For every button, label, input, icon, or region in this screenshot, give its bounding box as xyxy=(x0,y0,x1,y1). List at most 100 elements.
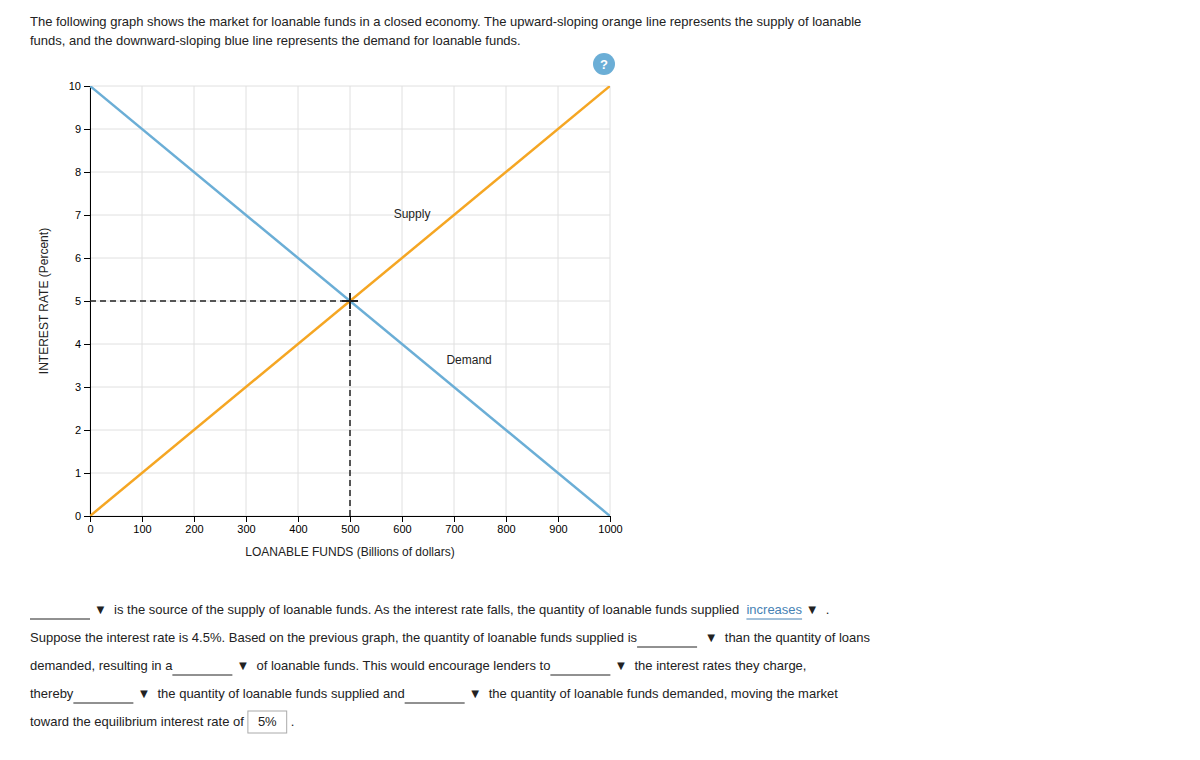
tick: 8 xyxy=(75,166,90,178)
chart: The following graph shows the market for… xyxy=(0,0,1200,760)
x-axis: 0 100 200 300 400 500 600 700 800 900 1000 xyxy=(87,516,622,535)
tick: 100 xyxy=(133,516,151,535)
help-label: ? xyxy=(600,57,608,72)
tick-mark xyxy=(84,258,90,259)
answer-box xyxy=(248,711,287,733)
tick-label: 4 xyxy=(75,338,81,350)
tick-mark xyxy=(298,516,299,522)
tick: 900 xyxy=(549,516,567,535)
tick-label: 8 xyxy=(75,166,81,178)
question-text: thereby xyxy=(30,686,74,701)
tick-label: 800 xyxy=(497,523,515,535)
x-axis-title: LOANABLE FUNDS (Billions of dollars) xyxy=(245,545,454,559)
tick: 10 xyxy=(69,80,90,92)
tick: 9 xyxy=(75,123,90,135)
tick: 4 xyxy=(75,338,90,350)
blank xyxy=(30,619,90,620)
series-labels: Supply Demand xyxy=(394,207,492,367)
question-text: ▼ the interest rates they charge, xyxy=(614,658,806,673)
tick-label: 5 xyxy=(75,295,81,307)
answer: increases xyxy=(746,602,802,617)
tick-mark xyxy=(558,516,559,522)
grid-line xyxy=(90,129,610,130)
tick-label: 0 xyxy=(75,510,81,522)
tick-label: 1 xyxy=(75,467,81,479)
grid-line xyxy=(90,172,610,173)
grid-line xyxy=(90,387,610,388)
blank xyxy=(637,647,697,648)
tick-mark xyxy=(84,387,90,388)
tick-label: 200 xyxy=(185,523,203,535)
tick-mark xyxy=(506,516,507,522)
tick: 300 xyxy=(237,516,255,535)
tick: 5 xyxy=(75,295,90,307)
tick-mark xyxy=(610,516,611,522)
tick: 1 xyxy=(75,467,90,479)
series-line xyxy=(90,86,610,516)
tick-label: 500 xyxy=(341,523,359,535)
tick-mark xyxy=(84,86,90,87)
tick-mark xyxy=(84,172,90,173)
tick-label: 100 xyxy=(133,523,151,535)
tick-label: 6 xyxy=(75,252,81,264)
series-line xyxy=(90,86,610,516)
tick: 600 xyxy=(393,516,411,535)
question-text: ▼ the quantity of loanable funds supplie… xyxy=(137,686,404,701)
tick-mark xyxy=(350,516,351,522)
series-label: Supply xyxy=(394,207,431,221)
tick-label: 300 xyxy=(237,523,255,535)
tick-mark xyxy=(84,516,90,517)
question-text: ▼ of loanable funds. This would encourag… xyxy=(236,658,550,673)
tick-label: 700 xyxy=(445,523,463,535)
tick-label: 10 xyxy=(69,80,81,92)
tick: 400 xyxy=(289,516,307,535)
axis-line xyxy=(84,87,91,517)
tick-mark xyxy=(142,516,143,522)
question-text: demanded, resulting in a xyxy=(30,658,173,673)
question-text: Suppose the interest rate is 4.5%. Based… xyxy=(30,630,638,645)
tick-mark xyxy=(84,215,90,216)
question-text: ▼ . xyxy=(802,602,829,617)
question-text: . xyxy=(291,714,295,729)
tick-label: 9 xyxy=(75,123,81,135)
help-icon xyxy=(593,53,615,75)
axis-line xyxy=(91,517,611,523)
grid-line xyxy=(90,258,610,259)
tick: 0 xyxy=(75,510,90,522)
tick-mark xyxy=(84,301,90,302)
tick: 800 xyxy=(497,516,515,535)
question-text: ▼ is the source of the supply of loanabl… xyxy=(94,602,746,617)
question-text: toward the equilibrium interest rate of xyxy=(30,714,244,729)
grid-line xyxy=(90,86,610,87)
tick: 2 xyxy=(75,424,90,436)
y-axis-title: INTEREST RATE (Percent) xyxy=(37,228,51,374)
tick: 500 xyxy=(341,516,359,535)
tick-label: 7 xyxy=(75,209,81,221)
blank xyxy=(550,675,610,676)
tick-mark xyxy=(84,129,90,130)
answer-underline xyxy=(746,619,802,620)
tick-mark xyxy=(84,473,90,474)
tick-mark xyxy=(194,516,195,522)
tick-mark xyxy=(246,516,247,522)
question-text: ▼ the quantity of loanable funds demande… xyxy=(469,686,839,701)
tick-label: 0 xyxy=(87,523,93,535)
tick-label: 900 xyxy=(549,523,567,535)
subtitle: funds, and the downward-sloping blue lin… xyxy=(30,33,521,48)
plot-area xyxy=(90,86,610,516)
tick-mark xyxy=(84,430,90,431)
tick-mark xyxy=(402,516,403,522)
tick: 3 xyxy=(75,381,90,393)
tick: 6 xyxy=(75,252,90,264)
answer: 5% xyxy=(258,714,277,729)
equilibrium-guide xyxy=(349,301,351,516)
series-label: Demand xyxy=(446,353,491,367)
grid xyxy=(90,86,610,516)
y-axis: 0 1 2 3 4 5 6 7 8 9 10 xyxy=(69,80,91,522)
tick-label: 1000 xyxy=(598,523,622,535)
tick-label: 2 xyxy=(75,424,81,436)
question-text: ▼ than the quantity of loans xyxy=(701,630,870,645)
tick-label: 600 xyxy=(393,523,411,535)
blank xyxy=(172,675,232,676)
blank xyxy=(73,703,133,704)
